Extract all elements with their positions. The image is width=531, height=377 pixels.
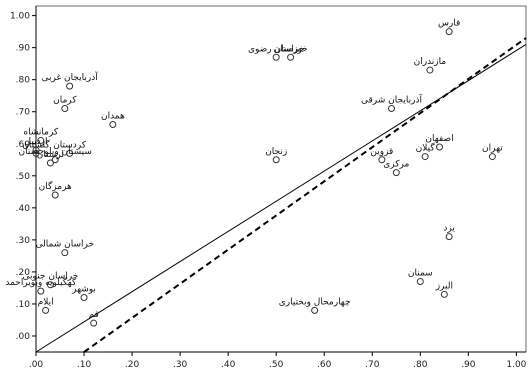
data-point	[426, 66, 434, 74]
data-point	[287, 53, 295, 61]
y-tick-label: .70	[16, 108, 31, 118]
point-label: مازندران	[414, 57, 447, 67]
data-point	[42, 306, 50, 314]
point-label: کرمان	[53, 96, 77, 106]
point-label: اردبیل	[25, 137, 48, 147]
x-ticks: .00 .10 .20 .30 .40 .50 .60 .70 .80 .90 1.00	[29, 352, 527, 370]
point-label: کرمانشاه	[23, 128, 59, 138]
point-label: آذربایجان غربی	[41, 71, 98, 83]
data-point	[37, 287, 45, 295]
data-point	[51, 156, 59, 164]
data-point	[66, 82, 74, 90]
x-tick-label: .40	[221, 360, 236, 370]
x-tick-label: 1.00	[506, 360, 526, 370]
data-point	[445, 28, 453, 36]
point-label: کردستان	[53, 140, 87, 150]
x-tick-label: .50	[269, 360, 284, 370]
reference-lines	[35, 37, 527, 353]
data-point	[416, 278, 424, 286]
y-tick-label: .20	[16, 268, 31, 278]
point-label: آذربایجان شرقی	[361, 94, 422, 106]
y-tick-label: 1.00	[10, 12, 30, 22]
data-point	[66, 149, 74, 157]
point-label: هرمزگان	[39, 180, 72, 192]
x-tick-label: .60	[317, 360, 332, 370]
point-label: زنجان	[265, 147, 287, 157]
y-tick-label: .90	[16, 44, 31, 54]
x-tick-label: .30	[173, 360, 188, 370]
data-point	[46, 159, 54, 167]
y-tick-label: .50	[16, 172, 31, 182]
point-label: گلستان	[22, 138, 50, 150]
y-tick-label: .00	[16, 332, 31, 342]
point-label: قم	[88, 310, 98, 320]
point-label: ایلام	[38, 297, 54, 307]
data-point	[387, 105, 395, 113]
x-tick-label: .90	[461, 360, 476, 370]
point-label: اصفهان	[425, 134, 453, 144]
point-label: گیلان	[416, 142, 436, 154]
point-label: لرستان	[37, 150, 64, 160]
y-tick-label: .80	[16, 76, 31, 86]
point-label: قزوین	[370, 147, 393, 157]
point-label: خوزستان	[274, 44, 308, 54]
point-label: خراسان شمالی	[36, 240, 95, 250]
data-point	[80, 294, 88, 302]
point-label: سیستان وبلوچستان	[19, 147, 92, 157]
data-point	[61, 105, 69, 113]
x-tick-label: .80	[413, 360, 428, 370]
data-point	[488, 153, 496, 161]
y-tick-label: .30	[16, 236, 31, 246]
point-label: خراسان جنوبی	[23, 272, 79, 282]
data-point	[37, 137, 45, 145]
data-point	[378, 156, 386, 164]
x-tick-label: .10	[77, 360, 92, 370]
data-point	[392, 169, 400, 177]
data-point	[421, 153, 429, 161]
dashed-reference-line	[83, 37, 527, 353]
y-tick-label: .60	[16, 140, 31, 150]
data-point	[445, 233, 453, 241]
point-label: خراسان رضوی	[248, 44, 304, 54]
x-tick-label: .00	[29, 360, 44, 370]
point-label: البرز	[435, 281, 453, 291]
x-tick-label: .20	[125, 360, 140, 370]
data-point	[90, 319, 98, 327]
point-label: مرکزی	[383, 160, 409, 170]
point-label: سمنان	[408, 269, 433, 279]
data-point	[311, 306, 319, 314]
data-point	[272, 156, 280, 164]
data-point	[61, 249, 69, 257]
data-point	[51, 191, 59, 199]
data-point	[32, 146, 40, 154]
data-point	[440, 290, 448, 298]
point-label: کهگیلویه وبویراحمد	[5, 276, 77, 288]
point-label: یزد	[443, 224, 455, 234]
data-point	[272, 53, 280, 61]
point-label: چهارمحال وبختیاری	[279, 297, 351, 307]
point-label: همدان	[101, 112, 125, 122]
data-point	[32, 149, 40, 157]
data-point	[436, 143, 444, 151]
point-label: تهران	[482, 144, 503, 154]
point-label: فارس	[438, 19, 460, 29]
point-label: بوشهر	[71, 285, 96, 295]
y-tick-label: .10	[16, 300, 31, 310]
data-point	[109, 121, 117, 129]
data-point	[46, 281, 54, 289]
y-tick-label: .40	[16, 204, 31, 214]
y-ticks: .00 .10 .20 .30 .40 .50 .60 .70 .80 .90 1.00	[10, 12, 36, 342]
x-tick-label: .70	[365, 360, 380, 370]
